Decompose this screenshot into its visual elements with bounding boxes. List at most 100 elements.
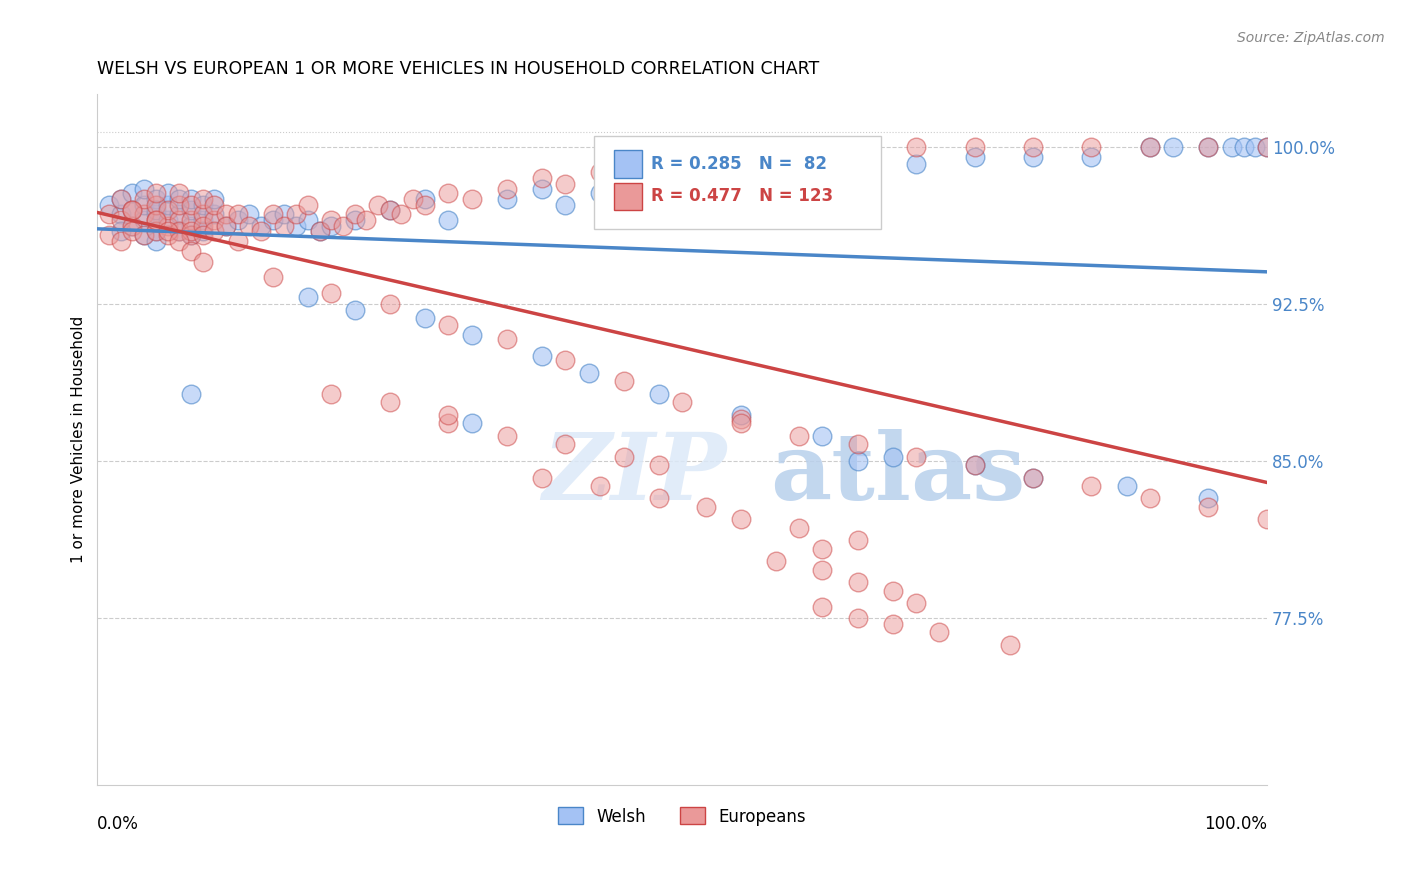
Point	[413, 198, 436, 212]
Point	[134, 181, 156, 195]
Point	[226, 213, 249, 227]
Point	[156, 186, 179, 200]
Point	[180, 223, 202, 237]
Point	[321, 219, 343, 234]
Point	[180, 219, 202, 234]
Point	[167, 207, 190, 221]
Point	[156, 223, 179, 237]
Point	[460, 192, 482, 206]
Point	[191, 213, 214, 227]
Point	[730, 416, 752, 430]
Point	[156, 213, 179, 227]
Point	[1256, 140, 1278, 154]
Point	[297, 291, 319, 305]
Point	[180, 192, 202, 206]
FancyBboxPatch shape	[595, 136, 882, 229]
Point	[671, 161, 693, 175]
Point	[367, 198, 389, 212]
Point	[613, 374, 636, 388]
Point	[110, 207, 132, 221]
Point	[180, 244, 202, 259]
Point	[495, 192, 517, 206]
Point	[495, 428, 517, 442]
Point	[882, 583, 904, 598]
Point	[1197, 140, 1219, 154]
Point	[1244, 140, 1267, 154]
Point	[1197, 500, 1219, 514]
Point	[215, 219, 238, 234]
Point	[180, 386, 202, 401]
Point	[378, 297, 401, 311]
Point	[167, 223, 190, 237]
Point	[671, 395, 693, 409]
Point	[530, 470, 553, 484]
Point	[180, 198, 202, 212]
Point	[378, 395, 401, 409]
Point	[134, 213, 156, 227]
Y-axis label: 1 or more Vehicles in Household: 1 or more Vehicles in Household	[72, 317, 86, 564]
Point	[730, 408, 752, 422]
Point	[297, 198, 319, 212]
Point	[121, 202, 143, 217]
Point	[413, 311, 436, 326]
Point	[648, 386, 671, 401]
Point	[145, 213, 167, 227]
Point	[343, 303, 366, 318]
Point	[437, 318, 460, 332]
FancyBboxPatch shape	[614, 151, 643, 178]
Point	[554, 437, 576, 451]
Point	[121, 202, 143, 217]
Point	[998, 638, 1021, 652]
Point	[554, 178, 576, 192]
Point	[787, 521, 810, 535]
Point	[589, 165, 612, 179]
Point	[787, 428, 810, 442]
Point	[321, 286, 343, 301]
Point	[167, 186, 190, 200]
Point	[391, 207, 413, 221]
Point	[262, 213, 284, 227]
Point	[648, 458, 671, 472]
Point	[530, 181, 553, 195]
Point	[730, 171, 752, 186]
FancyBboxPatch shape	[614, 183, 643, 211]
Point	[285, 219, 308, 234]
Point	[811, 563, 834, 577]
Point	[215, 219, 238, 234]
Point	[134, 207, 156, 221]
Point	[145, 213, 167, 227]
Point	[156, 202, 179, 217]
Point	[787, 161, 810, 175]
Point	[1080, 150, 1102, 164]
Point	[846, 611, 869, 625]
Point	[121, 219, 143, 234]
Point	[1232, 140, 1254, 154]
Point	[145, 202, 167, 217]
Point	[846, 165, 869, 179]
Point	[730, 512, 752, 526]
Point	[191, 198, 214, 212]
Point	[98, 198, 121, 212]
Point	[846, 575, 869, 590]
Point	[846, 533, 869, 548]
Point	[262, 269, 284, 284]
Point	[460, 328, 482, 343]
Point	[273, 219, 295, 234]
Point	[1115, 479, 1137, 493]
Point	[121, 223, 143, 237]
Point	[671, 181, 693, 195]
Point	[156, 219, 179, 234]
Point	[811, 541, 834, 556]
Point	[648, 491, 671, 506]
Point	[145, 223, 167, 237]
Point	[1022, 470, 1045, 484]
Point	[613, 450, 636, 464]
Point	[226, 234, 249, 248]
Point	[589, 479, 612, 493]
Point	[332, 219, 354, 234]
Point	[378, 202, 401, 217]
Point	[963, 140, 986, 154]
Point	[554, 198, 576, 212]
Point	[905, 450, 928, 464]
Point	[613, 161, 636, 175]
